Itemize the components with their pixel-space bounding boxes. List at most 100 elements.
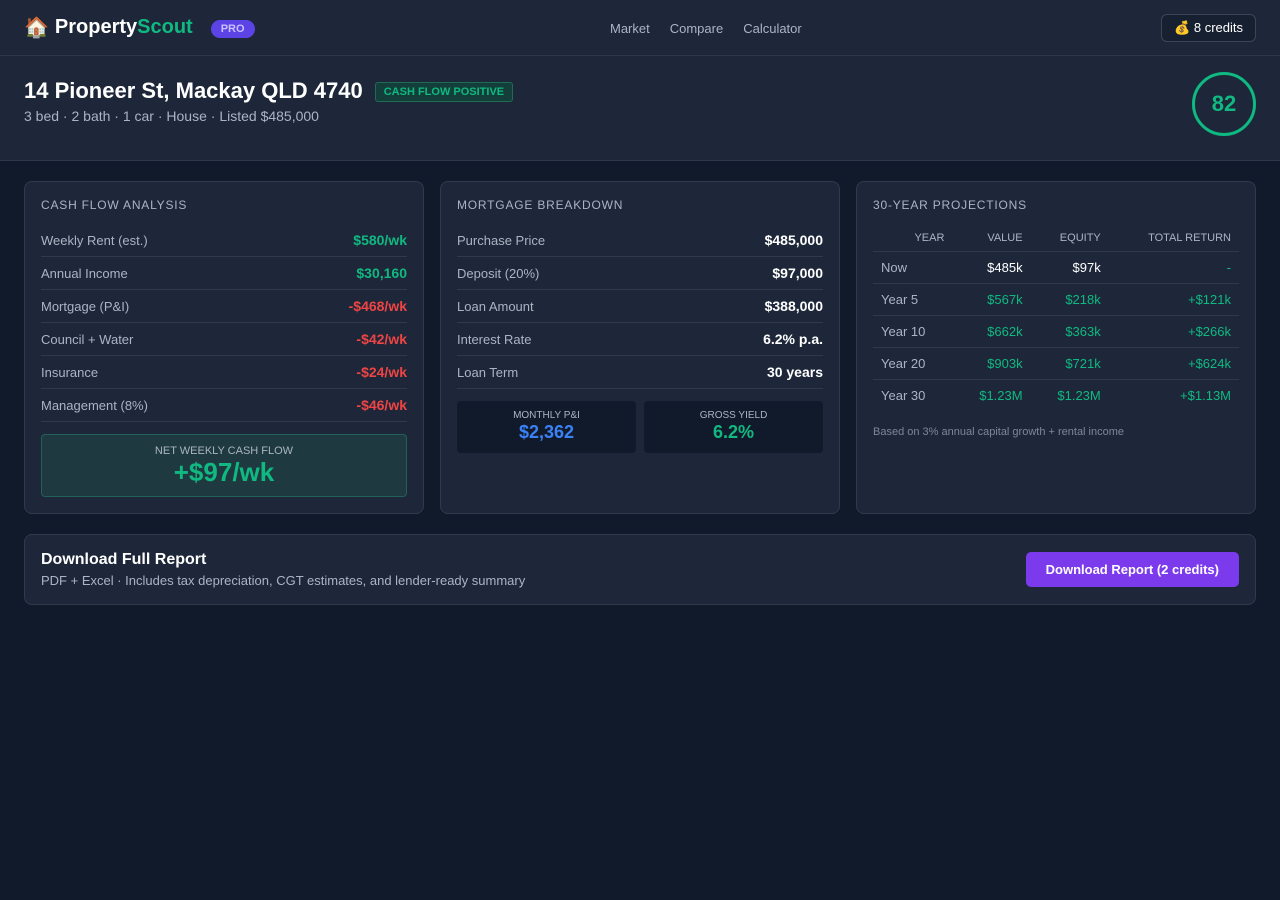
monthly-pi-value: $2,362 [518, 422, 575, 442]
row-label: Weekly Rent (est.) [41, 232, 148, 248]
gross-yield-box: GROSS YIELD 6.2% [644, 401, 823, 453]
cell-value: $1.23M [979, 388, 1023, 404]
row-value: 30 years [766, 364, 823, 380]
net-cash-flow-box: NET WEEKLY CASH FLOW +$97/wk [41, 434, 407, 497]
property-header: 14 Pioneer St, Mackay QLD 4740 CASH FLOW… [0, 56, 1280, 161]
row-label: Annual Income [41, 265, 128, 281]
property-address: 14 Pioneer St, Mackay QLD 4740 [24, 78, 363, 103]
net-cash-flow-value: +$97/wk [173, 457, 275, 487]
cashflow-row-mortgage: Mortgage (P&I) -$468/wk [41, 290, 407, 323]
projections-footnote: Based on 3% annual capital growth + rent… [873, 425, 1125, 438]
download-report-panel: Download Full Report PDF + Excel · Inclu… [24, 534, 1256, 605]
mortgage-row-loan-term: Loan Term 30 years [457, 356, 823, 389]
row-value: -$24/wk [356, 364, 407, 380]
cell-equity: $721k [1030, 347, 1109, 380]
projections-table: YEAR VALUE EQUITY TOTAL RETURN Now $485k… [873, 224, 1239, 412]
cell-equity: $218k [1030, 283, 1109, 316]
column-header-year: YEAR [873, 224, 953, 252]
mortgage-summary-boxes: MONTHLY P&I $2,362 GROSS YIELD 6.2% [457, 401, 823, 453]
cell-total-return: - [1108, 251, 1239, 284]
column-header-equity: EQUITY [1030, 224, 1109, 252]
cell-year: Year 5 [873, 283, 953, 316]
brand-name-part2: Scout [137, 16, 193, 38]
cell-equity: $1.23M [1057, 388, 1101, 404]
card-title: 30-YEAR PROJECTIONS [873, 198, 1027, 212]
cell-value: $903k [952, 347, 1031, 380]
cell-total-return: +$121k [1108, 283, 1239, 316]
mortgage-row-interest-rate: Interest Rate 6.2% p.a. [457, 323, 823, 356]
cell-year: Year 30 [881, 388, 926, 404]
cell-equity: $97k [1030, 251, 1109, 284]
title-row: 14 Pioneer St, Mackay QLD 4740 CASH FLOW… [24, 78, 1256, 104]
mortgage-row-loan-amount: Loan Amount $388,000 [457, 290, 823, 323]
cell-equity: $363k [1030, 315, 1109, 348]
cell-year: Now [873, 251, 953, 284]
download-subtitle: PDF + Excel · Includes tax depreciation,… [41, 573, 526, 588]
table-header-row: YEAR VALUE EQUITY TOTAL RETURN [873, 224, 1239, 252]
cell-year: Year 10 [873, 315, 953, 348]
cash-flow-card: CASH FLOW ANALYSIS Weekly Rent (est.) $5… [24, 181, 424, 514]
gross-yield-label: GROSS YIELD [699, 410, 768, 421]
cell-total-return: +$1.13M [1180, 388, 1231, 404]
cashflow-row-council-water: Council + Water -$42/wk [41, 323, 407, 356]
nav-link-calculator[interactable]: Calculator [743, 20, 802, 36]
property-score-circle: 82 [1192, 72, 1256, 136]
cash-flow-badge: CASH FLOW POSITIVE [374, 82, 514, 102]
column-header-value: VALUE [952, 224, 1031, 252]
cashflow-row-annual-income: Annual Income $30,160 [41, 257, 407, 290]
row-label: Loan Term [457, 364, 519, 380]
property-details: 3 bed · 2 bath · 1 car · House · Listed … [24, 108, 319, 124]
row-label: Council + Water [41, 331, 134, 347]
download-title: Download Full Report [41, 551, 207, 568]
mortgage-row-purchase-price: Purchase Price $485,000 [457, 224, 823, 257]
mortgage-row-deposit: Deposit (20%) $97,000 [457, 257, 823, 290]
row-value: $580/wk [353, 232, 407, 248]
row-value: $97,000 [772, 265, 823, 281]
row-label: Mortgage (P&I) [41, 298, 130, 314]
cell-total-return: +$624k [1108, 347, 1239, 380]
row-label: Insurance [41, 364, 99, 380]
credits-button[interactable]: 💰 8 credits [1161, 13, 1256, 42]
card-title: CASH FLOW ANALYSIS [41, 198, 188, 212]
row-value: $30,160 [356, 265, 407, 281]
row-value: -$468/wk [348, 298, 407, 314]
download-report-button[interactable]: Download Report (2 credits) [1025, 552, 1239, 587]
row-label: Management (8%) [41, 397, 148, 413]
pro-badge: PRO [210, 20, 255, 38]
card-title: MORTGAGE BREAKDOWN [457, 198, 624, 212]
row-value: -$42/wk [356, 331, 407, 347]
analysis-cards: CASH FLOW ANALYSIS Weekly Rent (est.) $5… [0, 161, 1280, 514]
cell-value: $567k [952, 283, 1031, 316]
cell-value: $485k [952, 251, 1031, 284]
nav-links: Market Compare Calculator [610, 0, 802, 56]
house-icon: 🏠 [24, 17, 49, 39]
row-value: $485,000 [764, 232, 823, 248]
row-value: -$46/wk [356, 397, 407, 413]
table-row: Year 10 $662k $363k +$266k [873, 315, 1239, 348]
row-value: $388,000 [764, 298, 823, 314]
cell-total-return: +$266k [1108, 315, 1239, 348]
cell-value: $662k [952, 315, 1031, 348]
row-label: Deposit (20%) [457, 265, 540, 281]
table-row: Year 20 $903k $721k +$624k [873, 347, 1239, 380]
download-text: Download Full Report PDF + Excel · Inclu… [41, 551, 525, 588]
row-label: Purchase Price [457, 232, 546, 248]
gross-yield-value: 6.2% [712, 422, 755, 442]
cashflow-row-management: Management (8%) -$46/wk [41, 389, 407, 422]
monthly-pi-box: MONTHLY P&I $2,362 [457, 401, 636, 453]
mortgage-card: MORTGAGE BREAKDOWN Purchase Price $485,0… [440, 181, 840, 514]
table-row: Now $485k $97k - [873, 251, 1239, 284]
nav-link-compare[interactable]: Compare [669, 20, 724, 36]
table-row: Year 30 $1.23M $1.23M +$1.13M [873, 380, 1239, 412]
projections-card: 30-YEAR PROJECTIONS YEAR VALUE EQUITY TO… [856, 181, 1256, 514]
brand-name-part1: Property [54, 16, 138, 38]
top-navigation: 🏠 Property Scout PRO Market Compare Calc… [0, 0, 1280, 56]
nav-link-market[interactable]: Market [610, 20, 650, 36]
column-header-total-return: TOTAL RETURN [1108, 224, 1239, 252]
brand-logo[interactable]: 🏠 Property Scout PRO [24, 15, 255, 40]
row-value: 6.2% p.a. [763, 331, 823, 347]
row-label: Loan Amount [457, 298, 534, 314]
cashflow-row-weekly-rent: Weekly Rent (est.) $580/wk [41, 224, 407, 257]
cell-year: Year 20 [873, 347, 953, 380]
table-row: Year 5 $567k $218k +$121k [873, 283, 1239, 316]
